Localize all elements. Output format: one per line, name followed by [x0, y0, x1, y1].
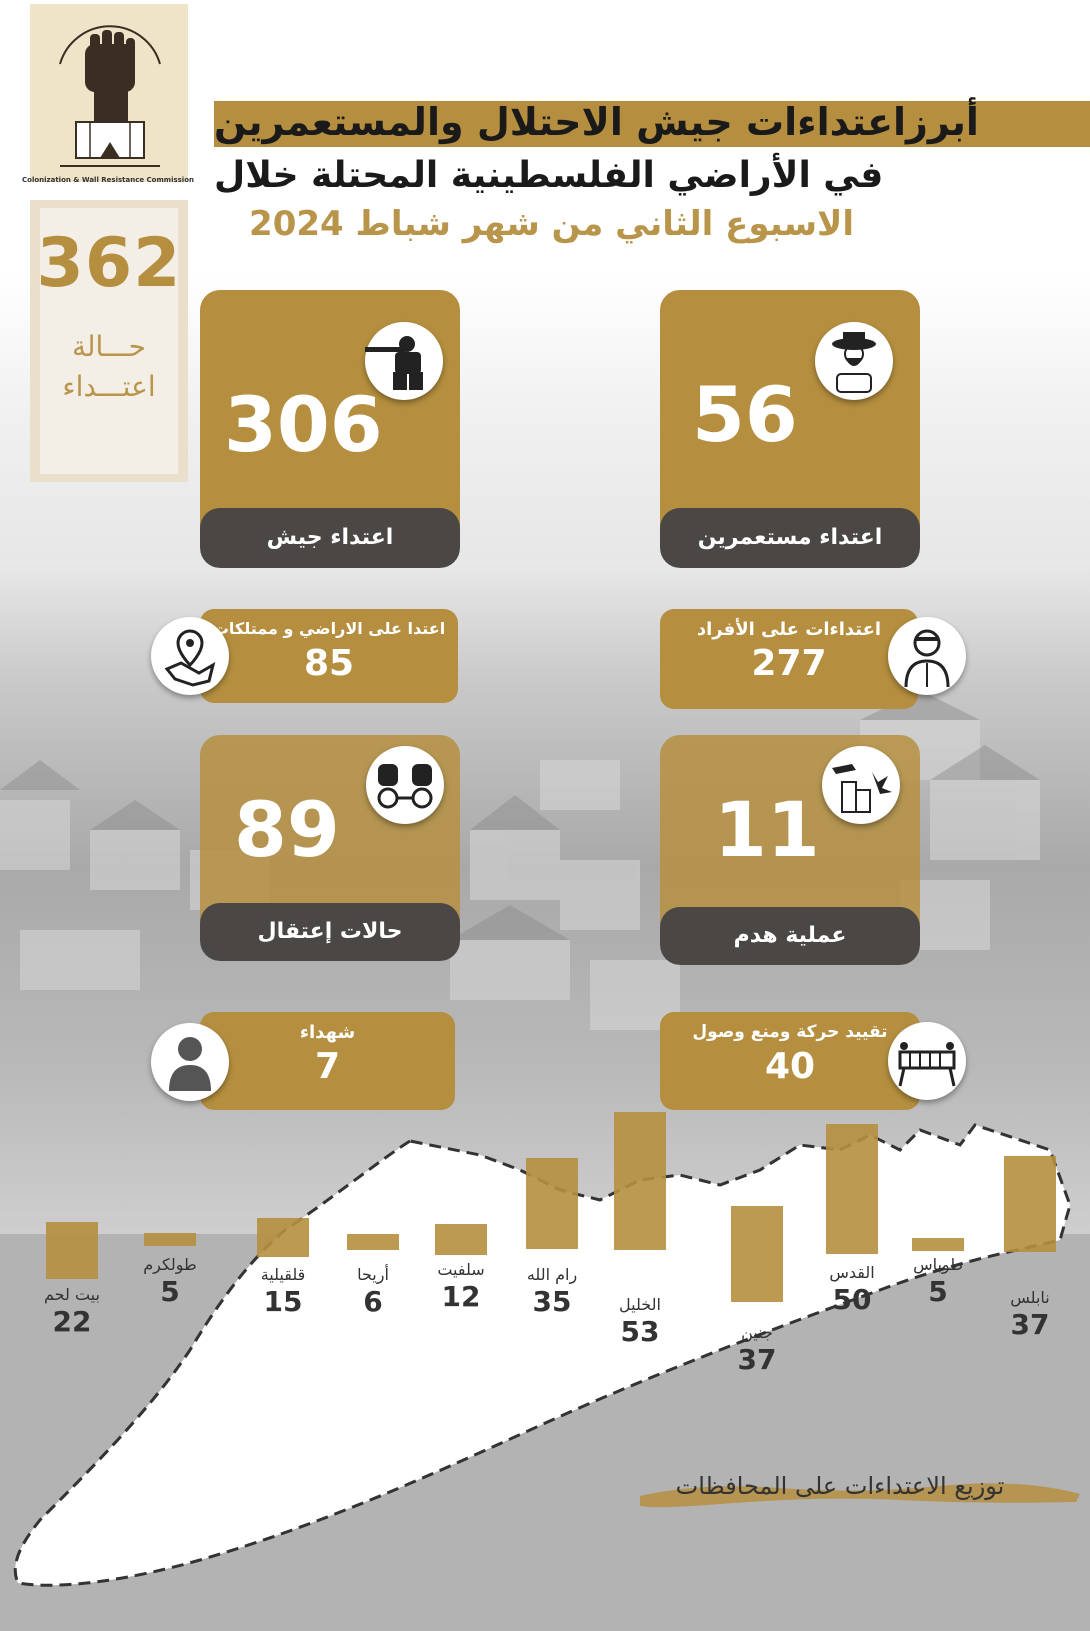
governorate-value: 35	[532, 1285, 572, 1318]
bar-5	[435, 1224, 487, 1256]
bar-7	[614, 1112, 666, 1250]
demolition-label: عملية هدم	[660, 907, 920, 965]
land-attacks-panel: اعتدا على الاراضي و ممتلكات 85	[200, 609, 458, 703]
martyrs-value: 7	[314, 1046, 341, 1087]
governorate-name: نابلس	[1010, 1288, 1050, 1307]
bar-4	[347, 1234, 399, 1250]
governorate-value: 5	[928, 1275, 948, 1308]
total-incidents-label-2: اعتـــداء	[62, 370, 156, 403]
handcuffs-icon	[366, 746, 444, 824]
total-incidents-label-1: حـــالة	[72, 330, 146, 363]
settler-attacks-label: اعتداء مستعمرين	[660, 508, 920, 568]
governorate-name: الخليل	[619, 1295, 661, 1314]
martyrs-panel: شهداء 7	[200, 1012, 455, 1110]
bar-1	[46, 1222, 98, 1280]
governorate-name: طوباس	[913, 1255, 963, 1274]
army-attacks-card: 306 اعتداء جيش	[200, 290, 460, 568]
bar-11	[1004, 1156, 1056, 1253]
individual-attacks-label: اعتداءات على الأفراد	[696, 619, 882, 640]
person-icon	[151, 1023, 229, 1101]
land-attacks-label: اعتدا على الاراضي و ممتلكات	[212, 619, 446, 638]
governorate-name: قلقيلية	[260, 1265, 306, 1284]
land-attacks-value: 85	[303, 643, 355, 684]
governorate-name: القدس	[829, 1263, 875, 1282]
movement-restriction-panel: تقييد حركة ومنع وصول 40	[660, 1012, 920, 1110]
governorate-value: 37	[1010, 1308, 1050, 1341]
movement-restriction-value: 40	[764, 1046, 816, 1087]
movement-restriction-label: تقييد حركة ومنع وصول	[692, 1022, 888, 1042]
map-pin-icon	[151, 617, 229, 695]
governorate-value: 50	[832, 1283, 872, 1316]
total-incidents-box: 362 حـــالة اعتـــداء	[30, 200, 188, 482]
settler-attacks-value: 56	[692, 370, 798, 459]
title-highlight-bar	[214, 101, 1090, 147]
martyrs-label: شهداء	[299, 1022, 356, 1043]
arrests-label: حالات إعتقال	[200, 903, 460, 961]
governorate-value: 22	[52, 1305, 92, 1338]
total-incidents-value: 362	[36, 224, 182, 303]
demolition-value: 11	[714, 785, 820, 874]
bar-3	[257, 1218, 309, 1257]
army-attacks-value: 306	[224, 380, 383, 469]
bar-10	[912, 1238, 964, 1251]
legend-brush-stroke	[640, 1483, 1080, 1508]
bar-2	[144, 1233, 196, 1246]
commission-logo	[30, 4, 188, 182]
period-label: الاسبوع الثاني من شهر شباط 2024	[249, 204, 854, 244]
governorate-value: 12	[441, 1280, 481, 1313]
settler-icon	[815, 322, 893, 400]
soldier-icon	[365, 322, 443, 400]
governorate-value: 53	[620, 1315, 660, 1348]
governorate-value: 5	[160, 1275, 180, 1308]
demolition-card: 11 عملية هدم	[660, 735, 920, 965]
page-subtitle: في الأراضي الفلسطينية المحتلة خلال	[214, 155, 884, 196]
individual-attacks-value: 277	[751, 643, 827, 684]
arrests-card: 89 حالات إعتقال	[200, 735, 460, 961]
governorate-name: طولكرم	[143, 1255, 197, 1274]
bar-8	[731, 1206, 783, 1303]
total-inner-panel	[40, 208, 178, 474]
governorate-value: 6	[363, 1285, 383, 1318]
logo-caption: Colonization & Wall Resistance Commissio…	[22, 176, 194, 184]
governorate-name: أريحا	[357, 1265, 389, 1284]
page-title: أبرزاعتداءات جيش الاحتلال والمستعمرين	[214, 100, 979, 144]
governorate-name: جنين	[741, 1323, 773, 1342]
injured-person-icon	[888, 617, 966, 695]
bar-6	[526, 1158, 578, 1249]
individual-attacks-panel: اعتداءات على الأفراد 277	[660, 609, 918, 709]
barrier-icon	[888, 1022, 966, 1100]
demolition-icon	[822, 746, 900, 824]
governorate-value: 15	[263, 1285, 303, 1318]
governorate-name: سلفيت	[437, 1260, 485, 1279]
governorate-name: بيت لحم	[44, 1285, 100, 1304]
chart-title: توزيع الاعتداءات على المحافظات	[675, 1472, 1005, 1500]
bar-9	[826, 1124, 878, 1254]
army-attacks-label: اعتداء جيش	[200, 508, 460, 568]
raised-fist-icon	[59, 25, 161, 167]
governorate-name: رام الله	[526, 1265, 578, 1284]
arrests-value: 89	[234, 785, 340, 874]
settler-attacks-card: 56 اعتداء مستعمرين	[660, 290, 920, 568]
governorate-value: 37	[737, 1343, 777, 1376]
